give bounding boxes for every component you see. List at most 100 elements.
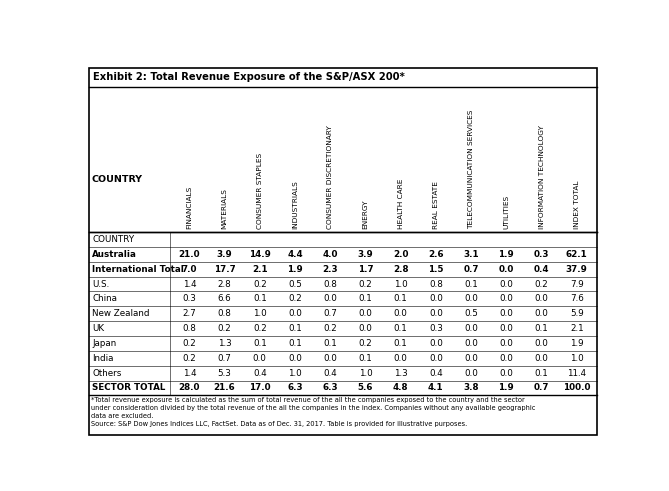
Text: 0.0: 0.0 <box>253 354 267 363</box>
Text: 4.0: 4.0 <box>322 250 338 259</box>
Text: 0.3: 0.3 <box>534 250 549 259</box>
Text: 0.1: 0.1 <box>535 324 549 333</box>
Text: 2.6: 2.6 <box>428 250 444 259</box>
Text: 0.8: 0.8 <box>429 279 443 289</box>
Text: 0.4: 0.4 <box>534 265 549 273</box>
Text: 0.1: 0.1 <box>359 354 373 363</box>
Text: 21.0: 21.0 <box>179 250 200 259</box>
Text: UK: UK <box>92 324 104 333</box>
Text: 4.1: 4.1 <box>428 383 444 392</box>
Text: 0.0: 0.0 <box>288 309 302 318</box>
Text: 1.3: 1.3 <box>217 339 231 348</box>
Text: 0.0: 0.0 <box>499 369 513 378</box>
Text: COUNTRY: COUNTRY <box>92 175 142 184</box>
Text: 0.8: 0.8 <box>323 279 337 289</box>
Text: 0.0: 0.0 <box>359 324 373 333</box>
Text: 7.6: 7.6 <box>570 295 583 303</box>
Text: 28.0: 28.0 <box>179 383 200 392</box>
Text: 0.1: 0.1 <box>253 295 267 303</box>
Text: 0.0: 0.0 <box>288 354 302 363</box>
Text: 0.1: 0.1 <box>394 324 407 333</box>
Text: INFORMATION TECHNOLOGY: INFORMATION TECHNOLOGY <box>539 125 545 229</box>
Text: 11.4: 11.4 <box>567 369 586 378</box>
Text: 0.7: 0.7 <box>464 265 479 273</box>
Text: India: India <box>92 354 114 363</box>
Text: 1.5: 1.5 <box>428 265 444 273</box>
Text: 17.0: 17.0 <box>249 383 271 392</box>
Text: U.S.: U.S. <box>92 279 110 289</box>
Text: 4.4: 4.4 <box>287 250 303 259</box>
Text: 0.0: 0.0 <box>535 339 549 348</box>
Text: INDUSTRIALS: INDUSTRIALS <box>292 180 298 229</box>
Text: UTILITIES: UTILITIES <box>503 195 509 229</box>
Text: 0.2: 0.2 <box>359 339 373 348</box>
Text: 0.0: 0.0 <box>464 369 478 378</box>
Text: 21.6: 21.6 <box>213 383 235 392</box>
Text: 5.6: 5.6 <box>358 383 373 392</box>
Text: ENERGY: ENERGY <box>363 199 369 229</box>
Text: 2.8: 2.8 <box>217 279 231 289</box>
Text: INDEX TOTAL: INDEX TOTAL <box>574 181 580 229</box>
Text: 7.0: 7.0 <box>181 265 197 273</box>
Text: 1.9: 1.9 <box>287 265 303 273</box>
Text: Australia: Australia <box>92 250 137 259</box>
Text: Source: S&P Dow Jones Indices LLC, FactSet. Data as of Dec. 31, 2017. Table is p: Source: S&P Dow Jones Indices LLC, FactS… <box>92 421 468 428</box>
Text: 0.2: 0.2 <box>359 279 373 289</box>
Text: 0.0: 0.0 <box>498 265 514 273</box>
Text: COUNTRY: COUNTRY <box>92 235 134 244</box>
Text: 7.9: 7.9 <box>570 279 583 289</box>
Text: 0.1: 0.1 <box>253 339 267 348</box>
Text: 17.7: 17.7 <box>213 265 235 273</box>
Text: 0.1: 0.1 <box>359 295 373 303</box>
Text: 0.1: 0.1 <box>394 339 407 348</box>
Text: 2.3: 2.3 <box>322 265 338 273</box>
Text: CONSUMER STAPLES: CONSUMER STAPLES <box>257 153 263 229</box>
Text: under consideration divided by the total revenue of the all the companies in the: under consideration divided by the total… <box>92 405 536 411</box>
Text: 0.1: 0.1 <box>394 295 407 303</box>
Text: 6.6: 6.6 <box>218 295 231 303</box>
Text: 2.0: 2.0 <box>393 250 408 259</box>
Text: 0.0: 0.0 <box>429 339 443 348</box>
Text: 0.4: 0.4 <box>429 369 443 378</box>
Text: 0.0: 0.0 <box>359 309 373 318</box>
Text: 0.2: 0.2 <box>183 339 196 348</box>
Text: 0.0: 0.0 <box>394 309 407 318</box>
Text: 0.7: 0.7 <box>323 309 337 318</box>
Text: 0.8: 0.8 <box>217 309 231 318</box>
Text: Japan: Japan <box>92 339 116 348</box>
Text: 0.0: 0.0 <box>535 354 549 363</box>
Text: 0.0: 0.0 <box>323 295 337 303</box>
Text: 0.0: 0.0 <box>464 339 478 348</box>
Text: 1.0: 1.0 <box>570 354 583 363</box>
Text: 2.1: 2.1 <box>252 265 268 273</box>
Text: 0.2: 0.2 <box>217 324 231 333</box>
Text: 1.0: 1.0 <box>288 369 302 378</box>
Text: 3.9: 3.9 <box>217 250 232 259</box>
Text: SECTOR TOTAL: SECTOR TOTAL <box>92 383 166 392</box>
Text: 1.0: 1.0 <box>253 309 267 318</box>
Text: 0.2: 0.2 <box>183 354 196 363</box>
Text: 0.3: 0.3 <box>429 324 443 333</box>
Text: 0.4: 0.4 <box>253 369 267 378</box>
Text: 0.1: 0.1 <box>288 339 302 348</box>
Text: 2.1: 2.1 <box>570 324 583 333</box>
Text: 0.2: 0.2 <box>288 295 302 303</box>
Text: 0.0: 0.0 <box>394 354 407 363</box>
Text: 0.7: 0.7 <box>217 354 231 363</box>
Text: 0.1: 0.1 <box>464 279 478 289</box>
Text: 14.9: 14.9 <box>249 250 271 259</box>
Text: 0.0: 0.0 <box>429 295 443 303</box>
Text: 0.0: 0.0 <box>499 339 513 348</box>
Text: 0.0: 0.0 <box>535 309 549 318</box>
Text: International Total: International Total <box>92 265 185 273</box>
Text: 6.3: 6.3 <box>287 383 303 392</box>
Text: 0.4: 0.4 <box>323 369 337 378</box>
Text: 1.9: 1.9 <box>498 250 514 259</box>
Text: 0.5: 0.5 <box>464 309 478 318</box>
Text: FINANCIALS: FINANCIALS <box>187 186 193 229</box>
Text: 0.0: 0.0 <box>323 354 337 363</box>
Text: 0.0: 0.0 <box>429 309 443 318</box>
Text: 6.3: 6.3 <box>322 383 338 392</box>
Text: TELECOMMUNICATION SERVICES: TELECOMMUNICATION SERVICES <box>468 109 474 229</box>
Text: China: China <box>92 295 118 303</box>
